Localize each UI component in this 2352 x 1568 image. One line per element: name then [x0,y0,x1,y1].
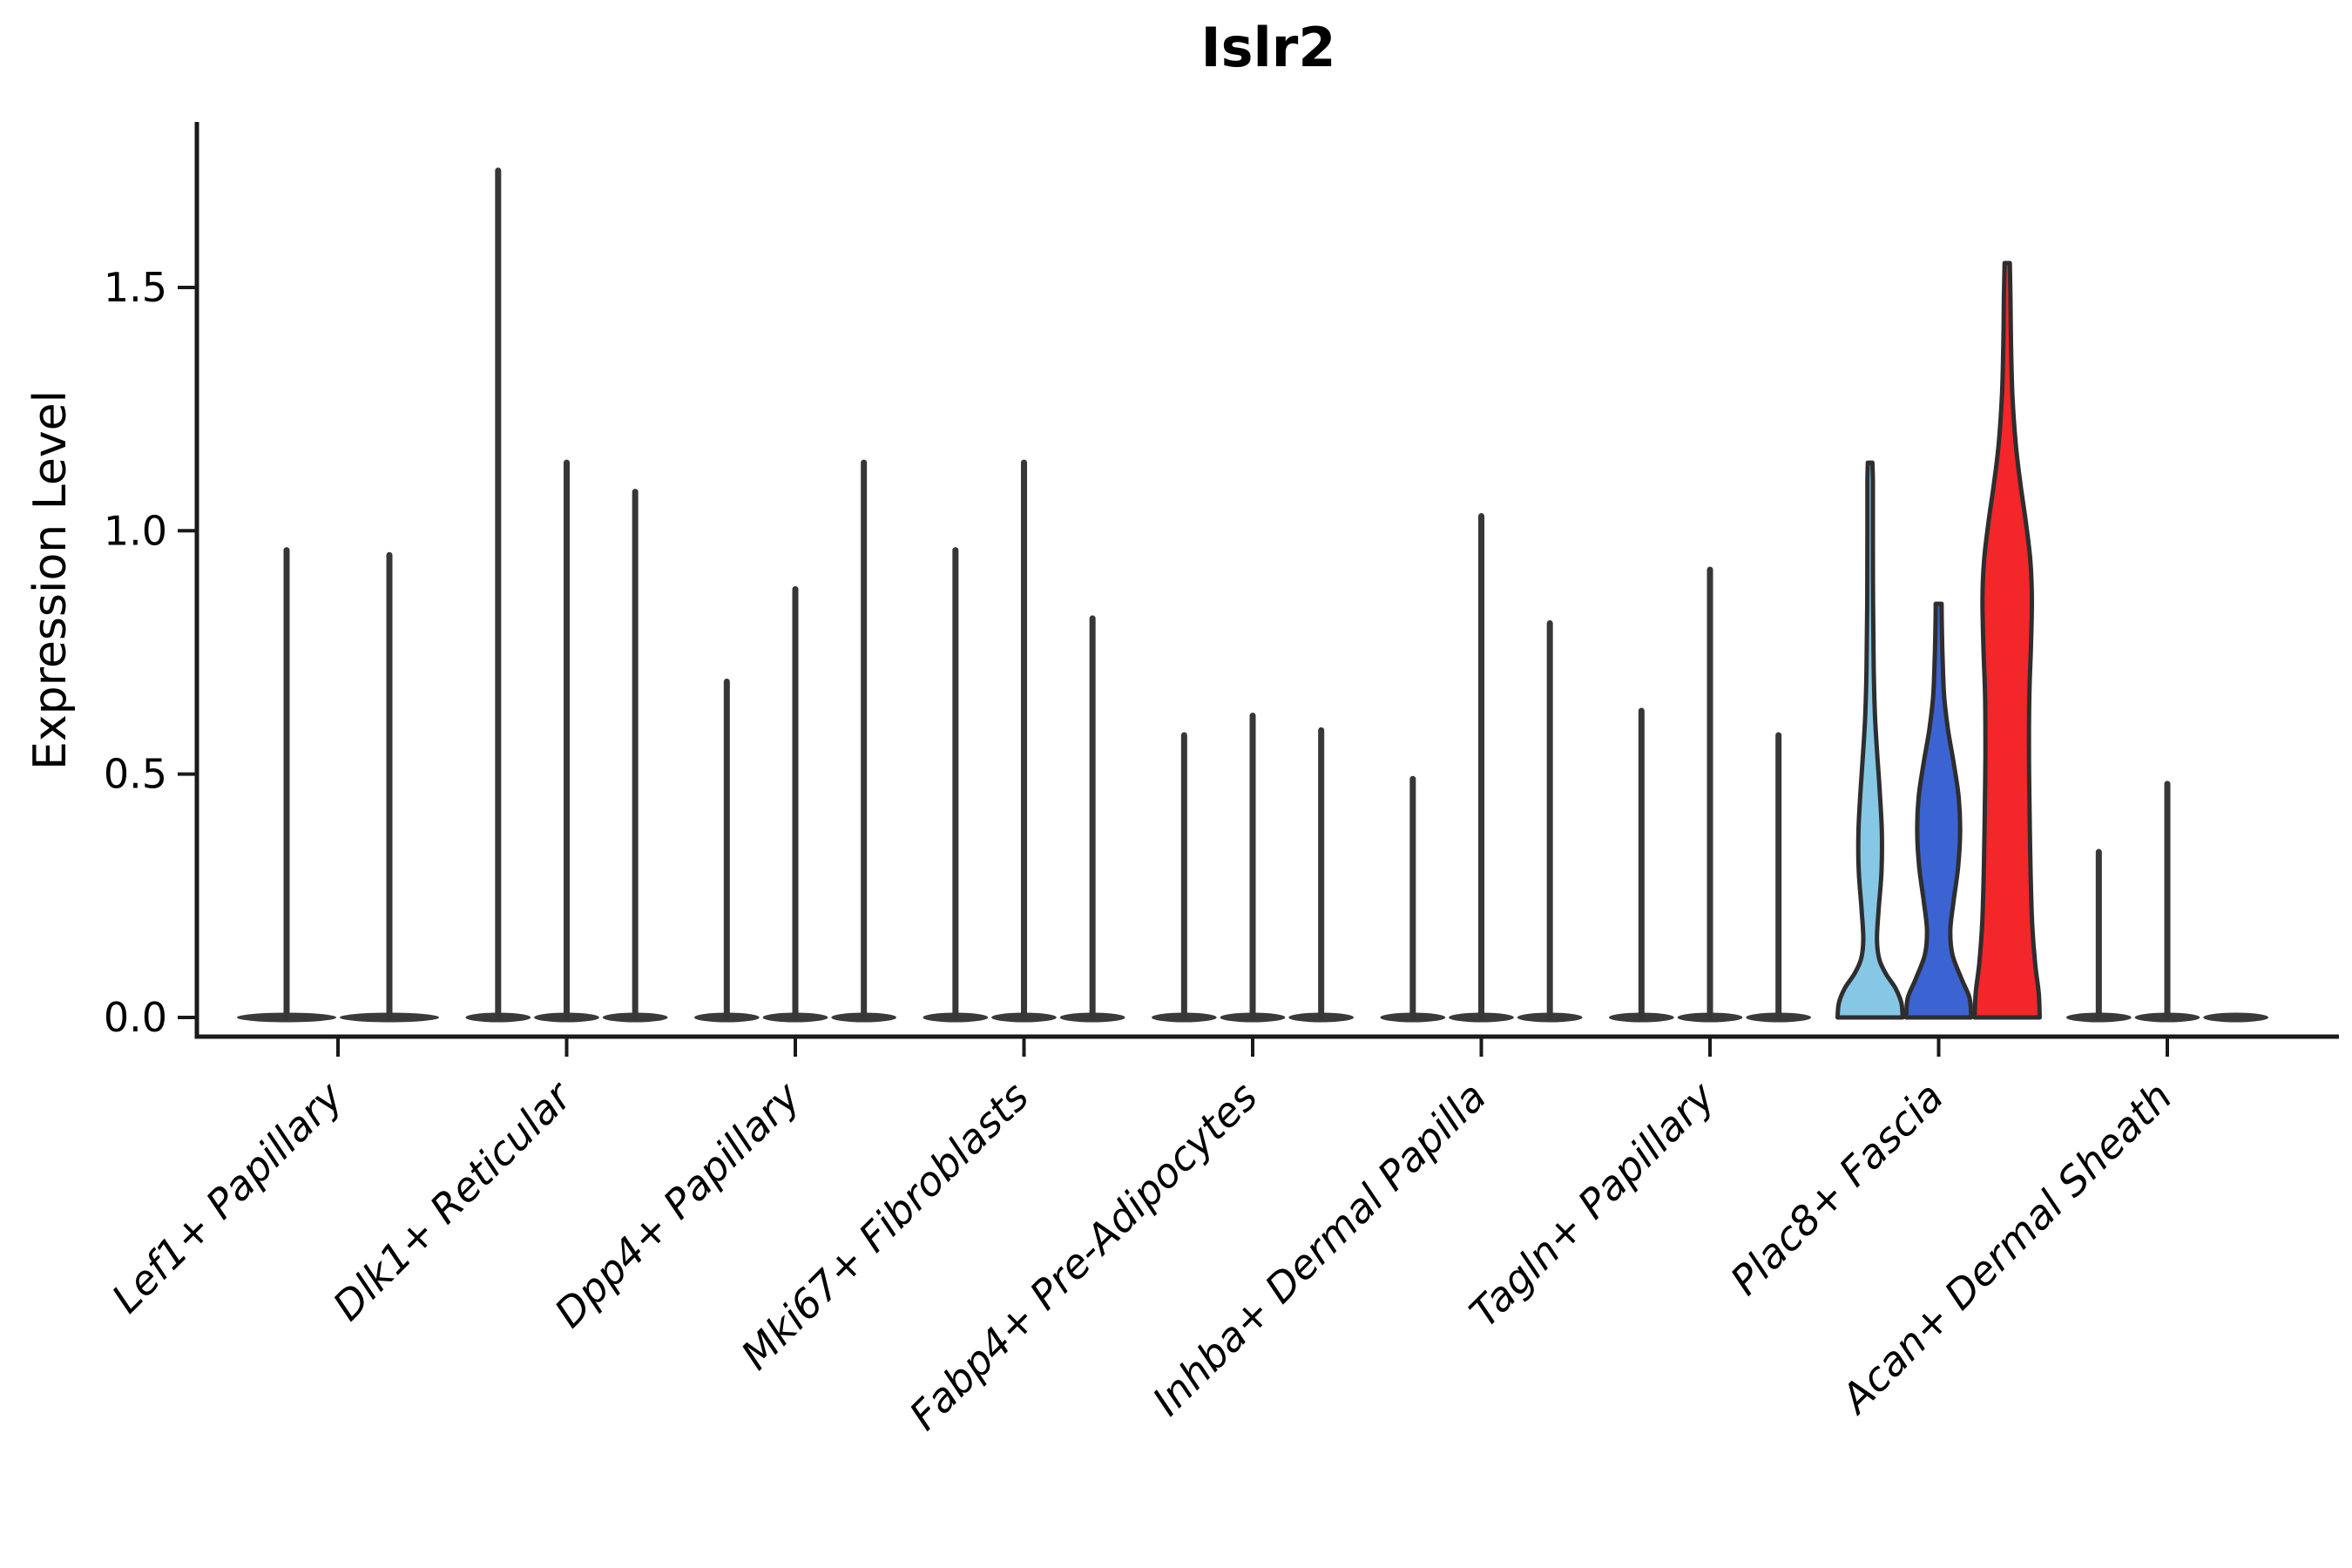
violin [1903,601,1974,1020]
y-tick-label: 1.0 [104,507,167,554]
x-tick-label: Dpp4+ Papillary [545,1072,809,1336]
plot-title: Islr2 [1200,16,1336,79]
x-tick-label: Dlk1+ Reticular [324,1071,583,1329]
y-tick-label: 0.5 [104,751,167,798]
x-tick-label: Plac8+ Fascia [1721,1073,1952,1304]
x-tick-label: Lef1+ Papillary [103,1072,352,1321]
violin [1972,260,2042,1020]
violin [1835,460,1905,1020]
violin-base [2203,1012,2269,1023]
y-tick-label: 1.5 [104,264,167,311]
y-tick-label: 0.0 [104,994,167,1041]
x-tick-label: Tagln+ Papillary [1460,1072,1724,1336]
